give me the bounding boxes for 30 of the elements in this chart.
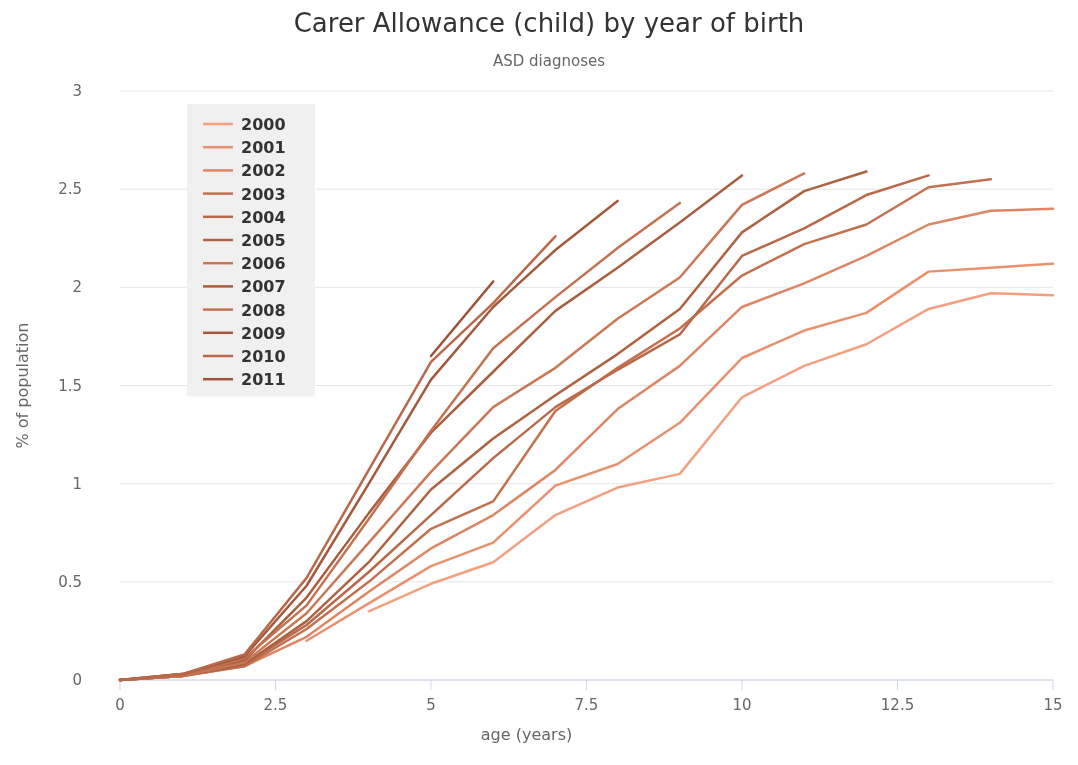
y-tick-label: 0 (72, 671, 82, 689)
y-axis-title: % of population (13, 322, 32, 449)
x-tick-label: 12.5 (880, 696, 915, 714)
x-tick-label: 10 (732, 696, 752, 714)
legend-label: 2006 (241, 254, 286, 274)
y-tick-label: 1 (72, 474, 82, 493)
legend-label: 2000 (241, 115, 286, 134)
y-tick-label: 3 (72, 82, 82, 100)
legend-label: 2010 (241, 347, 286, 366)
x-axis-title: age (years) (480, 725, 573, 744)
chart-title: Carer Allowance (child) by year of birth (293, 8, 805, 38)
legend-label: 2008 (241, 300, 286, 320)
legend-label: 2003 (241, 184, 286, 204)
x-tick-label: 0 (115, 696, 125, 714)
y-tick-label: 1.5 (58, 376, 82, 395)
legend-label: 2002 (241, 161, 286, 181)
x-tick-label: 15 (1043, 696, 1063, 714)
x-tick-label: 5 (426, 696, 436, 714)
legend-label: 2001 (241, 138, 286, 158)
x-tick-label: 2.5 (263, 696, 288, 714)
y-tick-label: 2 (72, 278, 82, 297)
legend-label: 2005 (241, 231, 286, 250)
y-tick-label: 0.5 (58, 572, 82, 591)
x-tick-label: 7.5 (574, 696, 599, 714)
legend-label: 2004 (241, 207, 286, 227)
legend-label: 2007 (241, 277, 286, 297)
legend-label: 2011 (241, 370, 286, 390)
y-tick-label: 2.5 (58, 180, 82, 199)
chart-subtitle: ASD diagnoses (492, 52, 606, 70)
legend-label: 2009 (241, 323, 286, 343)
